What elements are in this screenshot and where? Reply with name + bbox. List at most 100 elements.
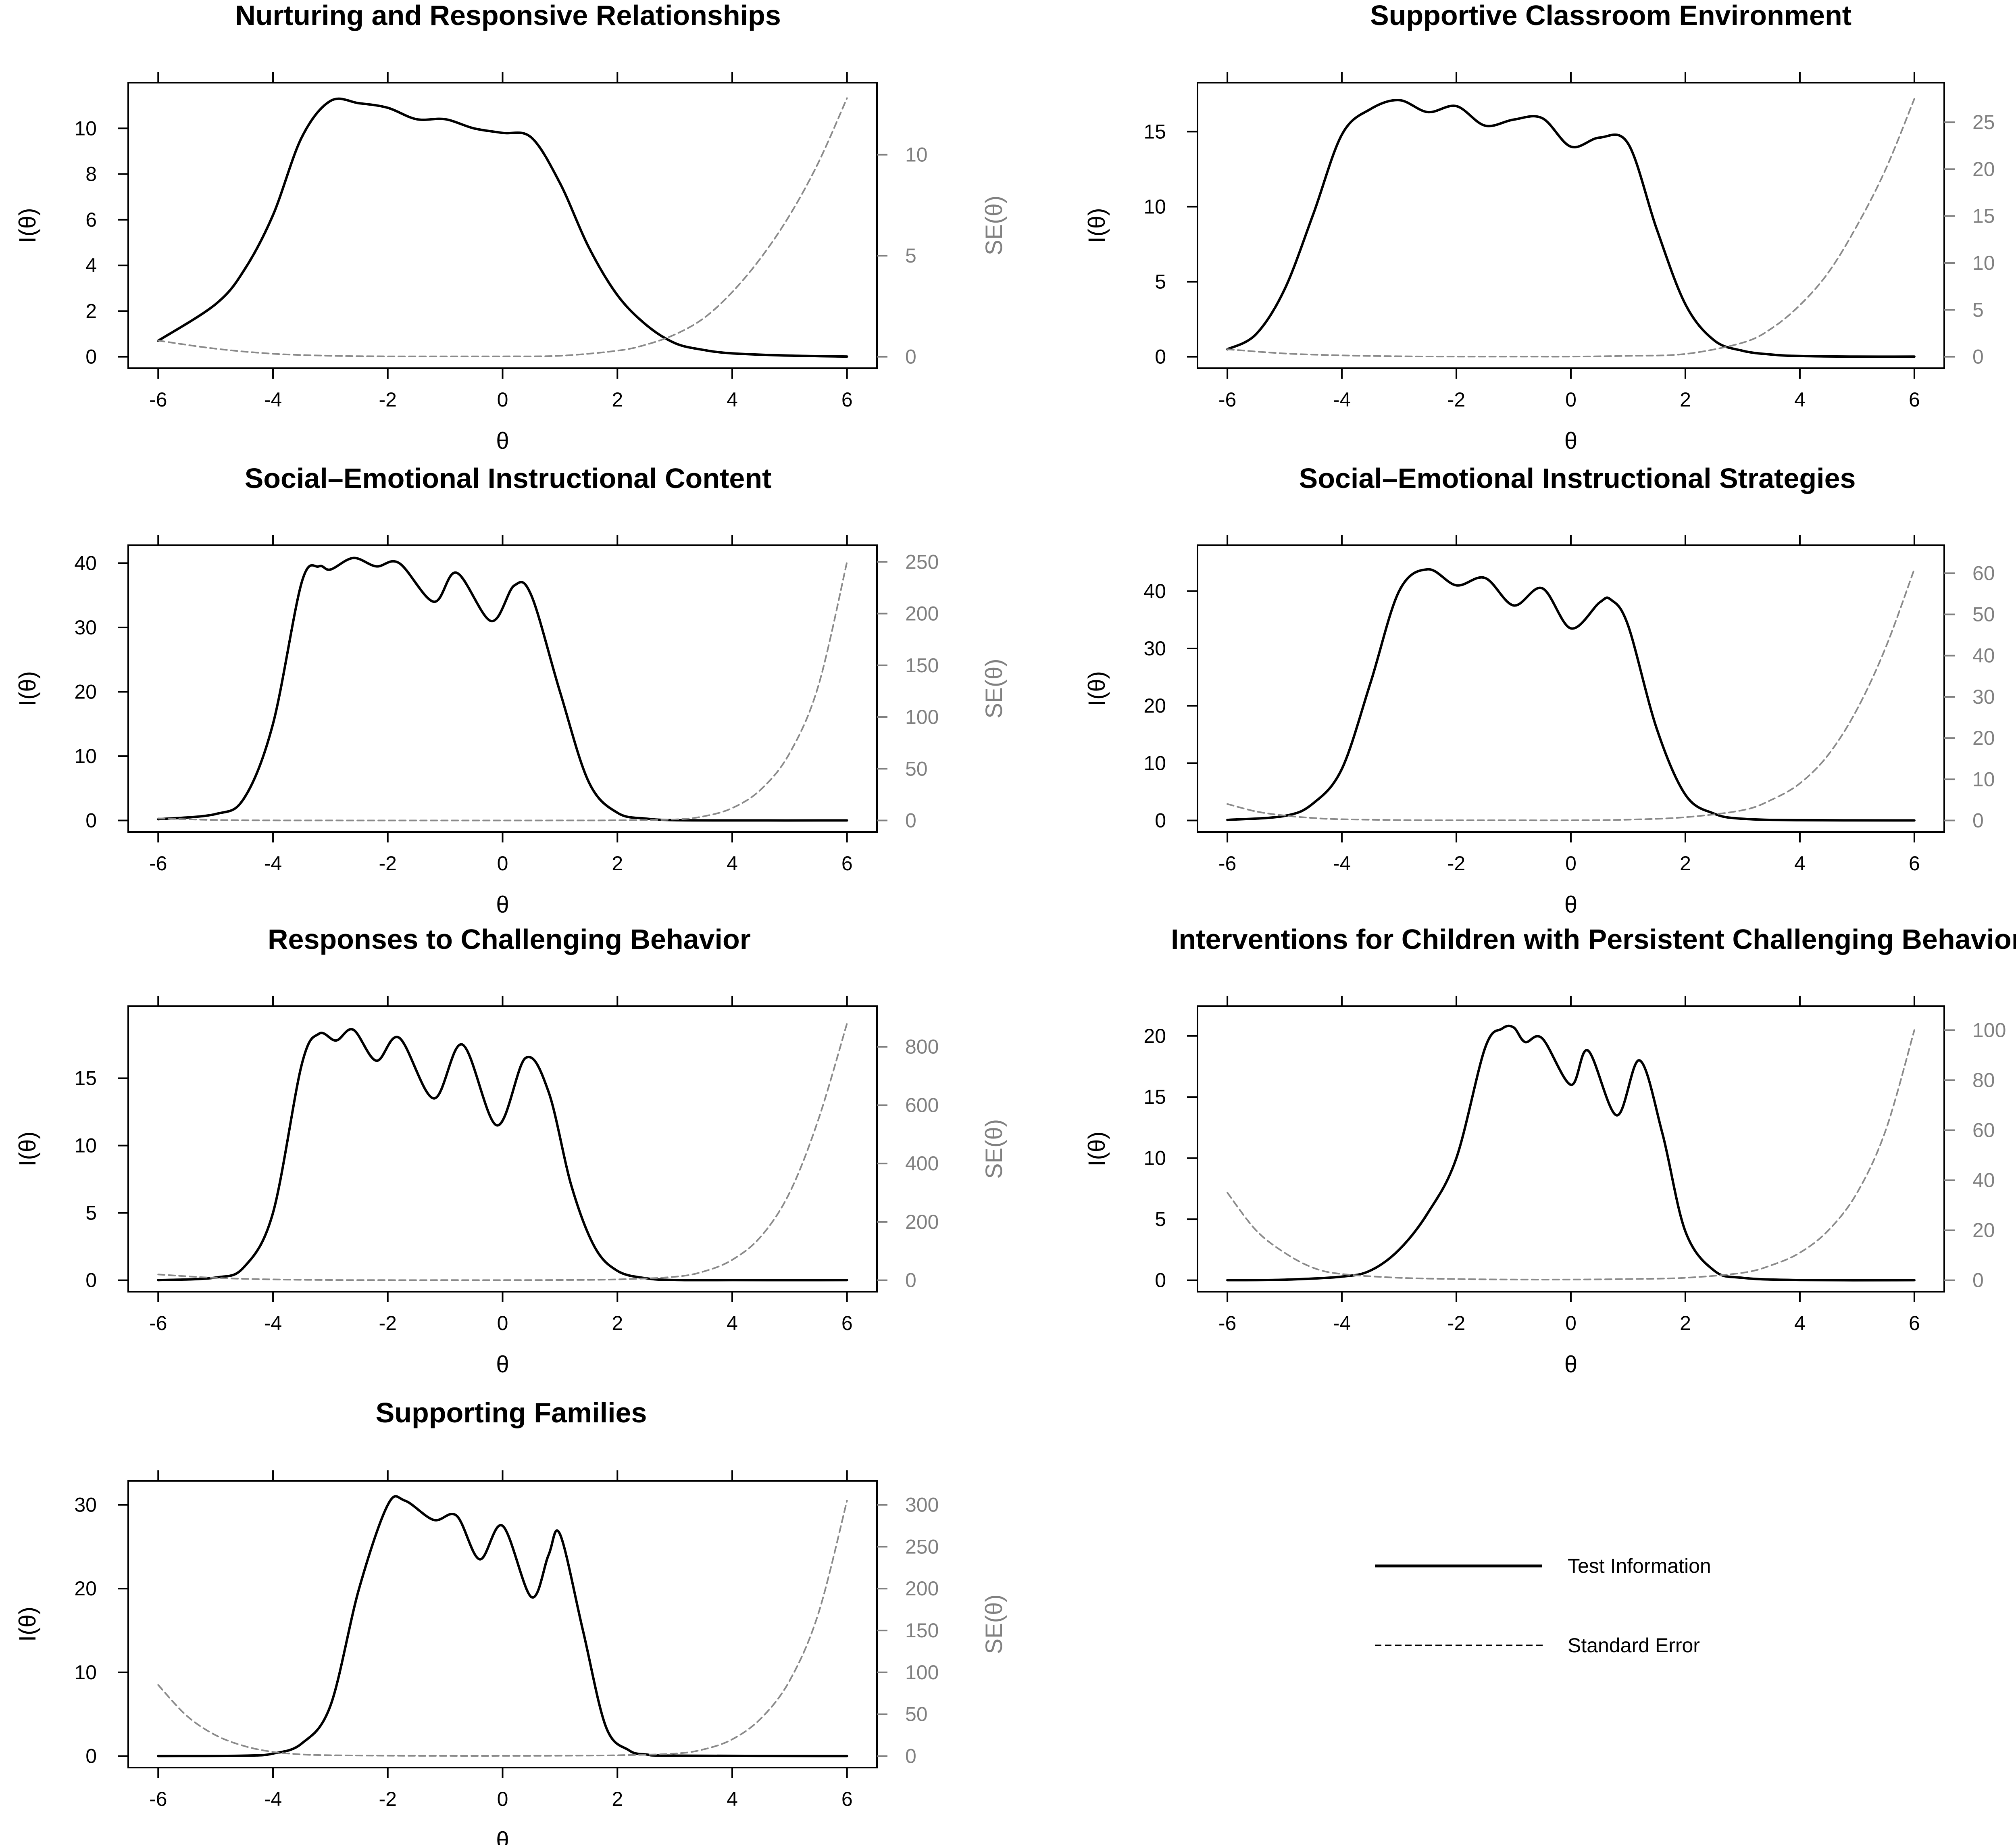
standard-error-line	[157, 1022, 848, 1281]
x-tick-label: 6	[1909, 388, 1920, 411]
y-tick-label: 10	[74, 1661, 97, 1684]
x-tick-label: -6	[1218, 852, 1236, 875]
x-tick-label: -2	[1447, 852, 1465, 875]
standard-error-line	[157, 561, 848, 821]
y-tick-label: 10	[74, 117, 97, 140]
x-tick-label: -6	[1218, 1312, 1236, 1334]
y2-tick-label: 250	[905, 550, 939, 573]
y2-tick-label: 60	[1972, 562, 1995, 584]
y2-tick-label: 15	[1972, 205, 1995, 227]
x-tick-label: 4	[727, 852, 738, 875]
x-tick-label: -6	[149, 852, 167, 875]
standard-error-line	[1227, 568, 1915, 821]
x-tick-label: 4	[727, 1788, 738, 1810]
y2-tick-label: 30	[1972, 686, 1995, 708]
x-axis-label: θ	[496, 892, 509, 918]
y-axis-label: I(θ)	[15, 1607, 41, 1642]
y2-tick-label: 600	[905, 1094, 939, 1116]
y-axis-label: I(θ)	[1084, 1132, 1110, 1167]
x-tick-label: 4	[727, 1312, 738, 1334]
plot-frame	[127, 1005, 878, 1293]
x-axis-label: θ	[1564, 892, 1577, 918]
y-tick-label: 20	[74, 680, 97, 703]
y2-tick-label: 150	[905, 654, 939, 677]
y2-axis-label: SE(θ)	[981, 1594, 1007, 1654]
x-axis-label: θ	[496, 1351, 509, 1378]
x-tick-label: 0	[497, 852, 508, 875]
x-tick-label: -2	[379, 1312, 397, 1334]
y-tick-label: 5	[85, 1202, 97, 1224]
x-axis-label: θ	[1564, 1351, 1577, 1378]
x-tick-label: 2	[1680, 388, 1691, 411]
y2-tick-label: 250	[905, 1535, 939, 1558]
chart-title: Responses to Challenging Behavior	[268, 924, 751, 955]
y-tick-label: 0	[85, 346, 97, 368]
chart-title: Social–Emotional Instructional Strategie…	[1299, 463, 1856, 494]
y2-tick-label: 20	[1972, 1219, 1995, 1242]
test-information-line	[1226, 568, 1916, 822]
y-tick-label: 0	[85, 1745, 97, 1768]
y-tick-label: 4	[85, 254, 97, 277]
y2-tick-label: 800	[905, 1036, 939, 1058]
x-tick-label: -4	[264, 1312, 282, 1334]
y-tick-label: 15	[1143, 120, 1166, 143]
y-tick-label: 20	[1143, 694, 1166, 717]
chart-title: Social–Emotional Instructional Content	[245, 463, 772, 494]
y-tick-label: 5	[1155, 1208, 1166, 1230]
plot-frame	[127, 82, 878, 369]
chart-panel-6: Interventions for Children with Persiste…	[1084, 924, 2016, 1378]
y-axis-label: I(θ)	[1084, 671, 1110, 706]
y-tick-label: 2	[85, 300, 97, 322]
x-tick-label: 6	[841, 388, 853, 411]
x-tick-label: -4	[264, 852, 282, 875]
x-tick-label: 6	[841, 1312, 853, 1334]
charts-layer: Nurturing and Responsive Relationships -6…	[15, 0, 2016, 1845]
y2-tick-label: 50	[905, 757, 928, 780]
standard-error-line	[157, 97, 848, 357]
y-tick-label: 0	[85, 1269, 97, 1292]
y2-tick-label: 10	[905, 144, 928, 166]
y-axis-label: I(θ)	[1084, 208, 1110, 243]
chart-title: Supporting Families	[376, 1397, 647, 1428]
legend-label-test-information: Test Information	[1568, 1555, 1711, 1577]
y2-tick-label: 0	[905, 1269, 916, 1292]
x-tick-label: -4	[1333, 1312, 1351, 1334]
y2-tick-label: 200	[905, 1211, 939, 1233]
y2-tick-label: 25	[1972, 111, 1995, 133]
y2-tick-label: 100	[905, 706, 939, 728]
y2-tick-label: 0	[1972, 809, 1984, 832]
plot-frame	[1197, 1005, 1945, 1293]
y2-tick-label: 0	[1972, 346, 1984, 368]
legend: Test Information Standard Error	[1375, 1555, 1711, 1657]
x-tick-label: 0	[497, 1312, 508, 1334]
y2-tick-label: 0	[1972, 1269, 1984, 1292]
x-tick-label: 6	[841, 1788, 853, 1810]
y2-tick-label: 300	[905, 1494, 939, 1516]
chart-panel-5: Responses to Challenging Behavior -6 -4 -2 0…	[15, 924, 1007, 1378]
test-information-line	[157, 97, 848, 358]
test-information-line	[157, 1495, 848, 1757]
x-tick-label: 4	[1794, 852, 1806, 875]
x-tick-label: 2	[1680, 1312, 1691, 1334]
y2-tick-label: 400	[905, 1152, 939, 1175]
y2-tick-label: 20	[1972, 727, 1995, 749]
y2-axis-label: SE(θ)	[981, 196, 1007, 255]
y-tick-label: 5	[1155, 271, 1166, 293]
standard-error-line	[157, 1500, 848, 1757]
y-tick-label: 15	[1143, 1086, 1166, 1108]
x-tick-label: -2	[379, 852, 397, 875]
y2-tick-label: 20	[1972, 158, 1995, 180]
y-tick-label: 40	[74, 552, 97, 574]
y-tick-label: 30	[74, 616, 97, 639]
y-axis-label: I(θ)	[15, 208, 41, 243]
x-tick-label: -6	[149, 1312, 167, 1334]
y-tick-label: 6	[85, 208, 97, 231]
standard-error-line	[1227, 1029, 1915, 1280]
x-tick-label: 6	[1909, 1312, 1920, 1334]
y2-axis-label: SE(θ)	[981, 659, 1007, 718]
chart-title: Nurturing and Responsive Relationships	[235, 0, 781, 31]
x-tick-label: -2	[379, 1788, 397, 1810]
x-tick-label: 0	[1565, 1312, 1577, 1334]
x-tick-label: -4	[1333, 388, 1351, 411]
y2-tick-label: 10	[1972, 252, 1995, 274]
